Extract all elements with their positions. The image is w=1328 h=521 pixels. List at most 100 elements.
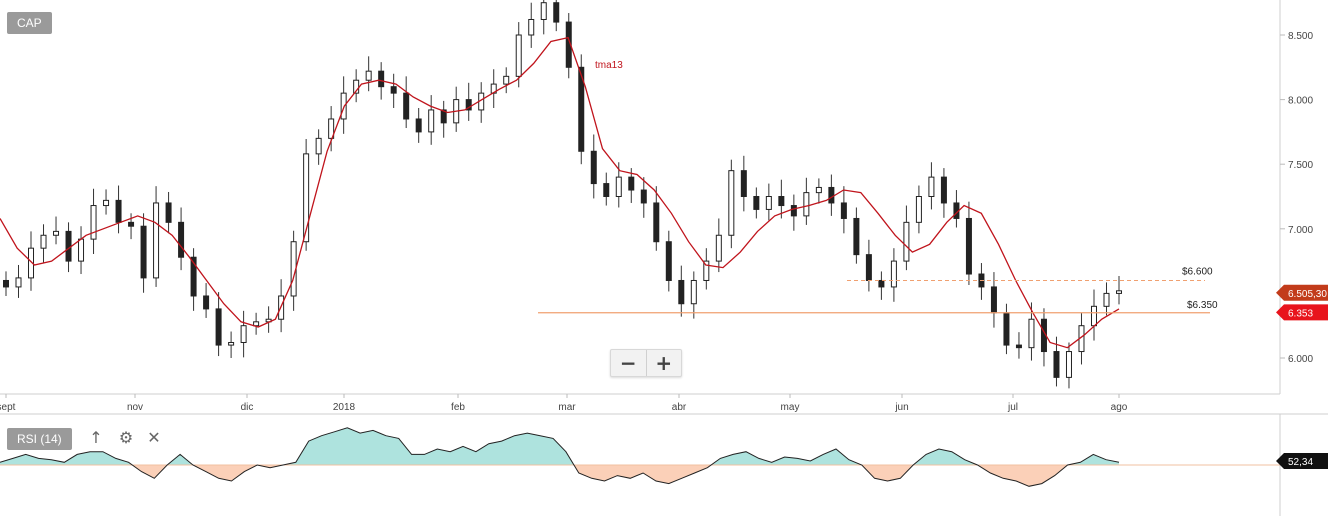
candle-body	[915, 196, 922, 223]
date-tick-label: ago	[1111, 402, 1128, 413]
close-icon[interactable]: ✕	[147, 428, 161, 447]
candle-body	[1090, 305, 1097, 327]
candle-body	[428, 109, 435, 133]
rsi-line	[0, 427, 1120, 487]
candle-body	[440, 109, 447, 124]
price-tick-label: 8.000	[1288, 96, 1313, 107]
zoom-controls: − +	[610, 349, 682, 377]
candle-body	[753, 196, 760, 210]
candle-body	[65, 230, 72, 262]
candle-body	[253, 321, 260, 327]
candle-body	[703, 260, 710, 281]
candle-body	[603, 183, 610, 198]
candle-body	[115, 199, 122, 223]
date-tick-label: nov	[127, 402, 143, 413]
candle-body	[628, 176, 635, 191]
candle-body	[365, 70, 372, 81]
candle-body	[140, 225, 147, 279]
candle-body	[178, 221, 185, 258]
tma13-line	[0, 36, 1120, 349]
candle-body	[678, 279, 685, 305]
candle-body	[15, 277, 22, 288]
candle-body	[53, 230, 60, 236]
candle-body	[503, 75, 510, 85]
rsi-value-label: 52,34	[1288, 457, 1313, 468]
candle-body	[928, 176, 935, 197]
candle-body	[828, 186, 835, 204]
candle-body	[1028, 318, 1035, 349]
date-tick-label: jul	[1007, 402, 1018, 413]
candle-body	[465, 99, 472, 111]
candle-body	[328, 118, 335, 139]
candle-body	[528, 18, 535, 36]
candle-body	[303, 153, 310, 243]
rsi-above-area	[0, 427, 1119, 465]
candle-body	[90, 205, 97, 240]
last-price-tag	[1276, 284, 1328, 301]
candle-body	[103, 199, 110, 207]
candle-body	[165, 202, 172, 223]
candle-body	[78, 238, 85, 262]
candle-body	[1053, 351, 1060, 378]
candle-body	[1065, 351, 1072, 378]
candle-body	[890, 260, 897, 288]
date-tick-label: abr	[672, 402, 687, 413]
candle-body	[653, 202, 660, 243]
candle-body	[3, 279, 9, 288]
date-tick-label: feb	[451, 402, 465, 413]
candle-body	[215, 308, 222, 346]
candle-body	[28, 247, 35, 279]
candle-body	[578, 66, 585, 152]
candle-body	[540, 2, 547, 20]
candle-body	[128, 221, 135, 227]
candle-body	[240, 325, 247, 343]
rsi-value-tag	[1276, 453, 1328, 469]
level-6350-label: $6.350	[1187, 300, 1218, 311]
candle-body	[353, 79, 360, 94]
candle-body	[740, 170, 747, 198]
candle-body	[778, 196, 785, 207]
date-tick-label: dic	[241, 402, 254, 413]
candle-body	[803, 192, 810, 217]
candle-body	[40, 234, 47, 249]
candle-body	[965, 217, 972, 275]
candle-body	[315, 137, 322, 155]
date-tick-label: may	[781, 402, 800, 413]
candle-body	[853, 217, 860, 256]
arrow-up-icon[interactable]: ↑	[89, 428, 103, 447]
candle-body	[1003, 312, 1010, 346]
candle-body	[840, 202, 847, 219]
zoom-in-button[interactable]: +	[655, 351, 673, 375]
price-tick-label: 7.000	[1288, 225, 1313, 236]
zoom-out-button[interactable]: −	[611, 350, 647, 376]
price-tick-label: 7.500	[1288, 160, 1313, 171]
gear-icon[interactable]: ⚙	[118, 428, 134, 447]
level-price-label: 6.353	[1288, 308, 1313, 319]
date-tick-label: sept	[0, 402, 16, 413]
candle-body	[940, 176, 947, 204]
candle-body	[190, 256, 197, 297]
last-price-label: 6.505,30	[1288, 289, 1327, 300]
date-tick-label: mar	[558, 402, 576, 413]
candle-body	[1103, 292, 1110, 307]
candle-body	[515, 34, 522, 77]
candle-body	[203, 295, 210, 310]
rsi-label-tag[interactable]: RSI (14)	[7, 428, 72, 450]
candle-body	[903, 221, 910, 262]
date-tick-label: jun	[894, 402, 908, 413]
candle-body	[153, 202, 160, 279]
candle-body	[403, 92, 410, 120]
candle-body	[390, 86, 397, 94]
candle-body	[878, 279, 885, 288]
candle-body	[1015, 344, 1022, 349]
candle-body	[553, 2, 560, 23]
candle-body	[665, 241, 672, 281]
candle-body	[990, 286, 997, 314]
price-tick-label: 6.000	[1288, 354, 1313, 365]
candle-body	[690, 279, 697, 305]
level-6600-label: $6.600	[1182, 266, 1213, 277]
date-tick-label: 2018	[333, 402, 356, 413]
candle-body	[715, 234, 722, 262]
